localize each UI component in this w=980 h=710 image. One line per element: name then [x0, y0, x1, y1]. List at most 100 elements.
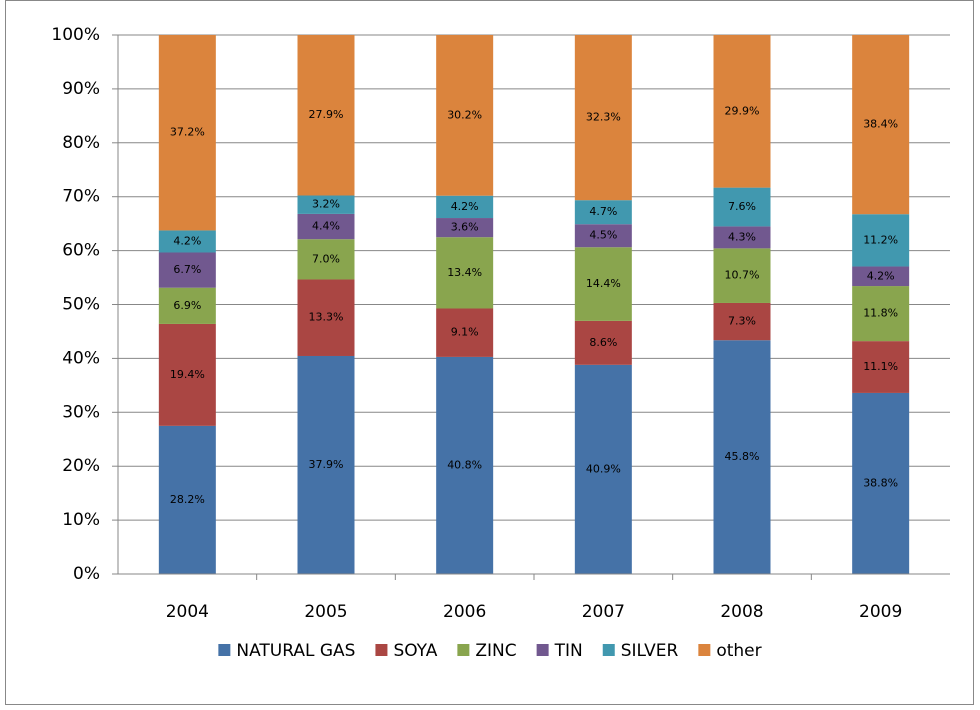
y-tick-label: 40%	[62, 348, 100, 368]
value-label: 6.7%	[173, 263, 201, 276]
legend-label: TIN	[554, 641, 583, 661]
bar-segment	[436, 218, 494, 238]
y-tick-label: 10%	[62, 510, 100, 530]
value-label: 28.2%	[170, 493, 205, 506]
value-label: 4.2%	[451, 200, 479, 213]
value-label: 11.2%	[863, 233, 898, 246]
bar-segment	[436, 356, 494, 574]
bar-segment	[436, 195, 494, 219]
y-tick-label: 90%	[62, 79, 100, 99]
y-tick-label: 50%	[62, 295, 100, 315]
bar-segment	[158, 425, 216, 574]
y-tick-label: 100%	[51, 25, 100, 45]
value-label: 37.9%	[309, 458, 344, 471]
value-label: 19.4%	[170, 368, 205, 381]
x-tick-label: 2007	[582, 602, 625, 622]
legend-swatch	[602, 644, 615, 656]
y-tick-label: 0%	[73, 564, 100, 584]
y-tick-label: 20%	[62, 456, 100, 476]
bar-segment	[436, 237, 494, 309]
value-label: 4.2%	[867, 269, 895, 282]
value-label: 30.2%	[447, 108, 482, 121]
bar-segment	[713, 340, 771, 574]
value-label: 4.7%	[589, 205, 617, 218]
value-label: 13.4%	[447, 266, 482, 279]
value-label: 9.1%	[451, 326, 479, 339]
bar-segment	[297, 195, 355, 214]
bar-segment	[158, 287, 216, 324]
value-label: 13.3%	[309, 311, 344, 324]
value-label: 40.8%	[447, 458, 482, 471]
value-label: 27.9%	[309, 108, 344, 121]
bar-segment	[574, 320, 632, 365]
value-label: 14.4%	[586, 277, 621, 290]
bar-segment	[158, 323, 216, 426]
legend-swatch	[698, 644, 711, 656]
y-tick-label: 30%	[62, 402, 100, 422]
bar-segment	[852, 214, 910, 267]
legend-label: SILVER	[621, 641, 679, 661]
value-label: 7.0%	[312, 252, 340, 265]
y-tick-label: 60%	[62, 241, 100, 261]
bar-segment	[574, 364, 632, 574]
bar-segment	[713, 226, 771, 249]
value-label: 4.5%	[589, 229, 617, 242]
bar-segment	[574, 247, 632, 321]
bar-segment	[436, 308, 494, 357]
value-label: 38.8%	[863, 476, 898, 489]
x-tick-label: 2009	[859, 602, 902, 622]
bar-segment	[852, 341, 910, 393]
value-label: 3.6%	[451, 221, 479, 234]
value-label: 29.9%	[725, 104, 760, 117]
bar-segment	[436, 35, 494, 196]
value-label: 11.1%	[863, 360, 898, 373]
value-label: 45.8%	[725, 450, 760, 463]
x-tick-label: 2008	[720, 602, 763, 622]
x-tick-label: 2005	[304, 602, 347, 622]
value-label: 8.6%	[589, 336, 617, 349]
y-tick-label: 70%	[62, 187, 100, 207]
bar-segment	[297, 355, 355, 574]
value-label: 32.3%	[586, 111, 621, 124]
value-label: 40.9%	[586, 462, 621, 475]
bar-segment	[852, 266, 910, 287]
legend-swatch	[375, 644, 388, 656]
legend-label: other	[716, 641, 761, 661]
bar-segment	[297, 213, 355, 240]
bar-segment	[158, 35, 216, 231]
bar-segment	[574, 35, 632, 201]
bar-segment	[574, 200, 632, 225]
legend-swatch	[457, 644, 470, 656]
value-label: 4.3%	[728, 230, 756, 243]
y-tick-label: 80%	[62, 133, 100, 153]
x-tick-label: 2006	[443, 602, 486, 622]
value-label: 7.3%	[728, 315, 756, 328]
legend-swatch	[536, 644, 549, 656]
value-label: 3.2%	[312, 198, 340, 211]
bar-segment	[297, 239, 355, 280]
legend-label: ZINC	[475, 641, 516, 661]
bar-segment	[297, 279, 355, 356]
legend-swatch	[218, 644, 231, 656]
x-tick-label: 2004	[166, 602, 209, 622]
bar-segment	[713, 302, 771, 341]
value-label: 11.8%	[863, 307, 898, 320]
bar-segment	[158, 230, 216, 253]
value-label: 37.2%	[170, 126, 205, 139]
legend-label: SOYA	[393, 641, 437, 661]
bar-segment	[297, 35, 355, 196]
bar-segment	[852, 35, 910, 215]
bar-segment	[158, 252, 216, 288]
bar-segment	[852, 286, 910, 342]
value-label: 10.7%	[725, 269, 760, 282]
value-label: 4.2%	[173, 234, 201, 247]
bar-segment	[852, 392, 910, 574]
bar-segment	[713, 187, 771, 227]
bar-segment	[574, 224, 632, 248]
legend-label: NATURAL GAS	[236, 641, 355, 661]
value-label: 7.6%	[728, 200, 756, 213]
bar-segment	[713, 248, 771, 303]
value-label: 4.4%	[312, 220, 340, 233]
value-label: 38.4%	[863, 118, 898, 131]
